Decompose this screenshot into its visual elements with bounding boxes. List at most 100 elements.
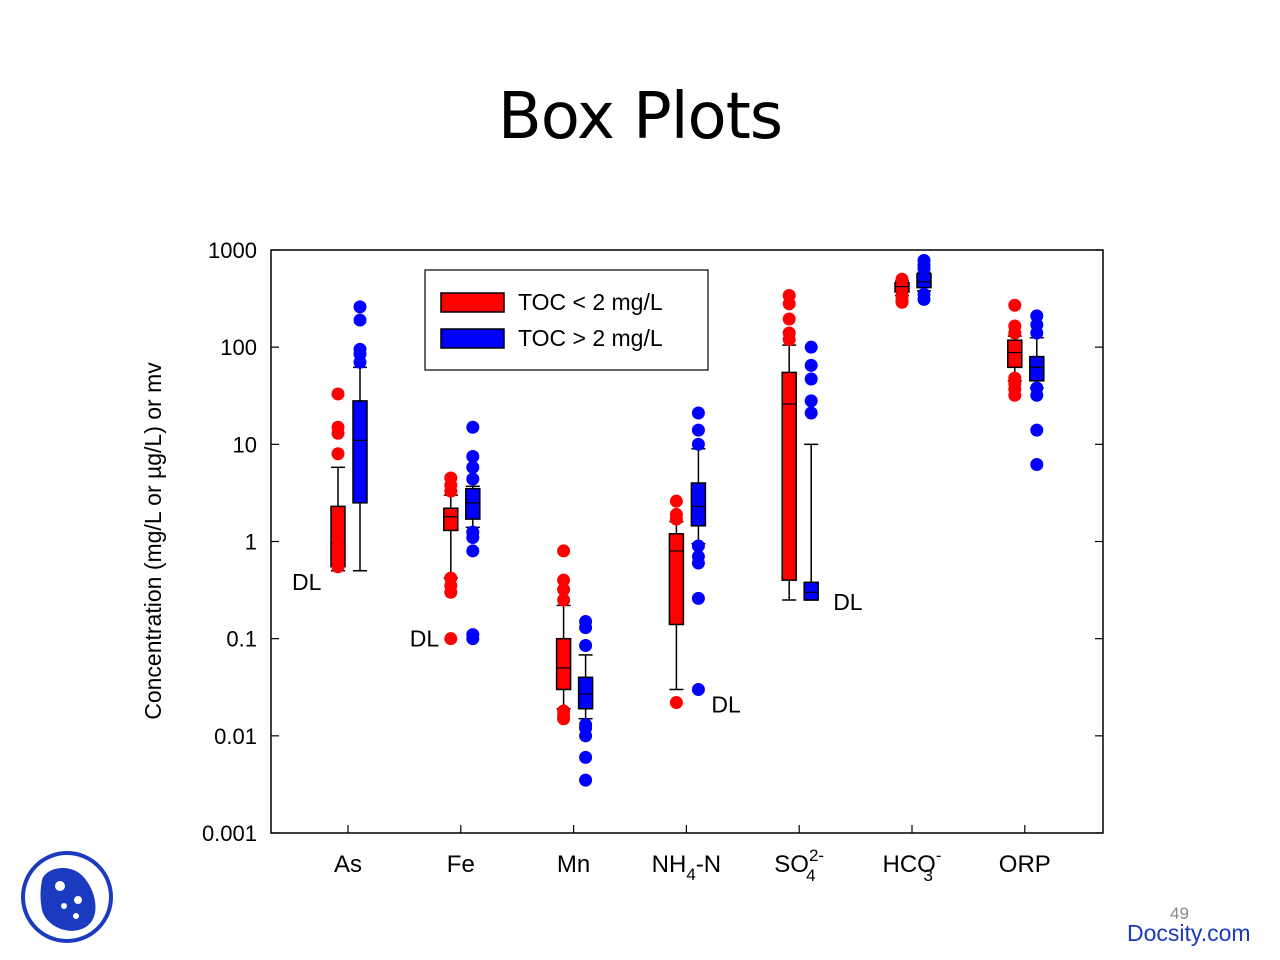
- series-low-toc: [330, 272, 1023, 726]
- x-tick-label: Fe: [447, 851, 475, 878]
- box: [1007, 339, 1023, 369]
- outlier-point: [353, 300, 367, 314]
- outlier-point: [466, 544, 480, 558]
- outlier-point: [353, 342, 367, 356]
- outlier-point: [782, 326, 796, 340]
- outlier-point: [1008, 371, 1022, 385]
- outlier-point: [579, 773, 593, 787]
- y-tick-label: 0.001: [202, 821, 257, 846]
- outlier-point: [331, 387, 345, 401]
- outlier-point: [466, 460, 480, 474]
- outlier-point: [1008, 298, 1022, 312]
- brand-link[interactable]: Docsity.com: [1127, 920, 1251, 946]
- series-high-toc: [352, 253, 1045, 787]
- x-tick-label: Mn: [557, 851, 590, 878]
- outlier-point: [691, 423, 705, 437]
- outlier-point: [557, 544, 571, 558]
- detection-limit-label: DL: [833, 589, 863, 615]
- box: [668, 533, 685, 626]
- outlier-point: [579, 615, 593, 629]
- outlier-point: [466, 525, 480, 539]
- legend-label: TOC < 2 mg/L: [518, 289, 663, 315]
- y-tick-label: 10: [233, 432, 257, 457]
- y-tick-label: 1000: [208, 238, 257, 263]
- outlier-point: [353, 313, 367, 327]
- outlier-point: [782, 289, 796, 303]
- outlier-point: [466, 472, 480, 486]
- box: [555, 637, 572, 691]
- detection-limit-label: DL: [410, 626, 440, 652]
- legend-swatch: [440, 292, 505, 313]
- box: [577, 676, 594, 710]
- legend-swatch: [440, 328, 505, 349]
- outlier-point: [1030, 309, 1044, 323]
- y-axis-label: Concentration (mg/L or µg/L) or mv: [140, 362, 166, 720]
- outlier-point: [466, 628, 480, 642]
- slide-title: Box Plots: [497, 80, 783, 154]
- outlier-point: [331, 447, 345, 461]
- outlier-point: [1008, 319, 1022, 333]
- outlier-point: [917, 287, 931, 301]
- outlier-point: [691, 406, 705, 420]
- outlier-point: [1030, 318, 1044, 332]
- outlier-point: [1030, 423, 1044, 437]
- outlier-point: [804, 372, 818, 386]
- box: [781, 371, 797, 581]
- outlier-point: [444, 632, 458, 646]
- detection-limit-label: DL: [292, 569, 322, 595]
- outlier-point: [804, 406, 818, 420]
- box: [916, 272, 932, 289]
- box: [352, 400, 368, 504]
- outlier-point: [1030, 458, 1044, 472]
- outlier-point: [782, 312, 796, 326]
- outlier-point: [444, 571, 458, 585]
- outlier-point: [691, 682, 705, 696]
- box: [443, 507, 459, 532]
- legend-frame: [424, 269, 709, 371]
- outlier-point: [804, 358, 818, 372]
- outlier-point: [331, 420, 345, 434]
- outlier-point: [331, 540, 345, 554]
- page-number: 49: [1170, 904, 1189, 923]
- outlier-point: [466, 420, 480, 434]
- box: [1029, 355, 1045, 382]
- outlier-point: [917, 253, 931, 267]
- box: [690, 482, 707, 527]
- outlier-point: [669, 696, 683, 710]
- outlier-point: [579, 718, 593, 732]
- box: [465, 487, 481, 520]
- docsity-logo-icon: [20, 850, 114, 944]
- y-tick-label: 0.01: [214, 724, 257, 749]
- y-tick-label: 1: [245, 530, 257, 555]
- outlier-point: [557, 704, 571, 718]
- x-tick-label: HCO-3: [882, 846, 941, 885]
- outlier-point: [895, 272, 909, 286]
- y-tick-label: 0.1: [226, 627, 257, 652]
- outlier-point: [579, 639, 593, 653]
- x-tick-label: ORP: [999, 851, 1051, 878]
- box: [803, 581, 819, 601]
- x-tick-label: SO2-4: [774, 846, 824, 885]
- y-tick-label: 100: [220, 335, 257, 360]
- outlier-point: [669, 507, 683, 521]
- outlier-point: [557, 573, 571, 587]
- outlier-point: [895, 289, 909, 303]
- detection-limit-label: DL: [711, 692, 741, 718]
- outlier-point: [691, 437, 705, 451]
- x-tick-label: As: [334, 851, 362, 878]
- outlier-point: [579, 750, 593, 764]
- outlier-point: [466, 449, 480, 463]
- outlier-point: [691, 539, 705, 553]
- outlier-point: [669, 494, 683, 508]
- outlier-point: [804, 340, 818, 354]
- outlier-point: [804, 394, 818, 408]
- legend-label: TOC > 2 mg/L: [518, 325, 663, 351]
- outlier-point: [691, 550, 705, 564]
- outlier-point: [444, 471, 458, 485]
- outlier-point: [691, 591, 705, 605]
- x-tick-label: NH4-N: [652, 851, 721, 884]
- outlier-point: [1030, 381, 1044, 395]
- legend: TOC < 2 mg/L TOC > 2 mg/L: [424, 269, 709, 371]
- outlier-point: [557, 593, 571, 607]
